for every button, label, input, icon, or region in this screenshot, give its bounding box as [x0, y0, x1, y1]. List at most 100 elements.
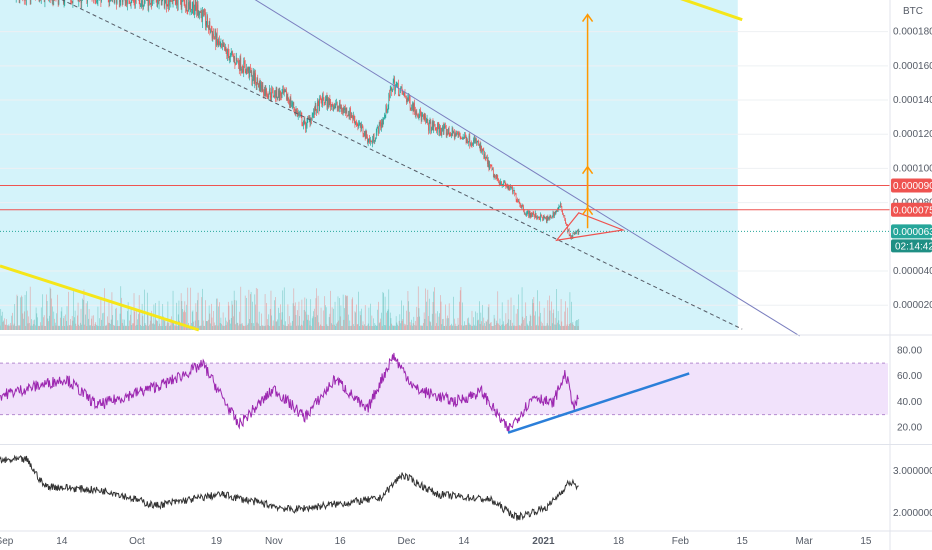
candle-body — [295, 109, 297, 114]
candle-body — [399, 90, 401, 95]
volume-bar — [130, 309, 132, 330]
volume-bar — [102, 313, 103, 330]
price-tick-label: 0.0000200 — [893, 300, 932, 311]
volume-bar — [169, 318, 171, 330]
candle-body — [382, 120, 384, 125]
candle-body — [63, 0, 64, 4]
volume-bar — [395, 316, 397, 330]
candle-body — [433, 124, 434, 131]
volume-bar — [484, 323, 485, 330]
candle-body — [139, 0, 141, 7]
volume-bar — [81, 324, 83, 330]
volume-bar — [104, 288, 105, 330]
price-pane[interactable] — [0, 0, 890, 337]
volume-bar — [527, 325, 529, 330]
volume-bar — [442, 319, 443, 330]
candle-body — [504, 180, 506, 185]
candle-body — [406, 98, 407, 103]
candle-body — [520, 204, 521, 207]
candle-body — [212, 33, 214, 39]
volume-bar — [264, 325, 265, 330]
volume-bar — [117, 320, 119, 330]
candle-body — [369, 138, 370, 143]
oscillator-pane[interactable] — [0, 454, 579, 521]
volume-bar — [449, 325, 451, 330]
candle-body — [380, 123, 381, 128]
candle-body — [416, 111, 418, 116]
candle-body — [559, 205, 560, 207]
candle-body — [398, 83, 399, 95]
volume-bar — [478, 319, 479, 330]
volume-bar — [345, 296, 347, 330]
candle-body — [283, 90, 285, 94]
volume-bar — [261, 313, 262, 330]
candle-body — [376, 127, 378, 133]
candle-body — [568, 229, 570, 236]
rsi-trendline — [507, 372, 690, 434]
candle-body — [388, 94, 390, 106]
volume-bar — [140, 324, 141, 330]
candle-body — [189, 2, 191, 10]
rsi-pane[interactable] — [0, 352, 888, 434]
volume-bar — [523, 319, 524, 330]
volume-bar — [21, 296, 23, 330]
candle-body — [250, 71, 252, 73]
volume-bar — [12, 312, 13, 330]
volume-bar — [378, 323, 380, 330]
candle-body — [292, 102, 294, 106]
volume-bar — [56, 313, 58, 330]
volume-bar — [85, 314, 86, 330]
volume-bar — [272, 325, 273, 330]
candle-body — [537, 217, 538, 219]
volume-bar — [353, 325, 355, 330]
candle-body — [442, 126, 444, 132]
candle-body — [358, 124, 359, 127]
time-tick-label: Mar — [795, 536, 813, 547]
volume-bar — [65, 314, 66, 330]
volume-bar — [68, 291, 69, 330]
volume-bar — [347, 295, 348, 330]
candle-body — [449, 133, 451, 135]
candle-body — [514, 190, 515, 194]
current-price-tag-bg — [891, 224, 932, 239]
time-tick-label: Sep — [0, 536, 14, 547]
candle-body — [571, 236, 572, 238]
volume-bar — [183, 310, 185, 330]
volume-bar — [473, 317, 474, 330]
candle-body — [119, 0, 121, 3]
volume-bar — [303, 320, 304, 330]
volume-bar — [24, 294, 26, 330]
volume-bar — [264, 294, 266, 330]
volume-bar — [157, 321, 158, 330]
candle-body — [321, 100, 323, 106]
candle-body — [141, 1, 142, 7]
volume-bar — [295, 314, 297, 330]
volume-bar — [551, 301, 552, 330]
volume-bar — [521, 323, 522, 330]
candle-body — [347, 115, 348, 116]
currency-label: BTC — [903, 6, 923, 17]
volume-bar — [269, 325, 270, 330]
volume-bar — [550, 325, 552, 330]
volume-bar — [129, 320, 130, 330]
candle-body — [311, 117, 312, 121]
time-tick-label: 14 — [56, 536, 68, 547]
volume-bar — [269, 308, 271, 330]
volume-bar — [522, 316, 524, 330]
rsi-tick-label: 60.00 — [897, 371, 922, 382]
volume-bar — [456, 325, 457, 330]
volume-bar — [284, 325, 286, 330]
candle-body — [235, 63, 236, 65]
volume-bar — [255, 304, 256, 330]
volume-bar — [1, 311, 3, 330]
candle-body — [146, 0, 147, 1]
volume-bar — [513, 305, 515, 330]
candle-body — [232, 51, 233, 55]
volume-bar — [373, 325, 375, 330]
volume-bar — [251, 323, 253, 330]
volume-bar — [356, 304, 357, 330]
volume-bar — [335, 325, 337, 330]
volume-bar — [314, 308, 315, 330]
